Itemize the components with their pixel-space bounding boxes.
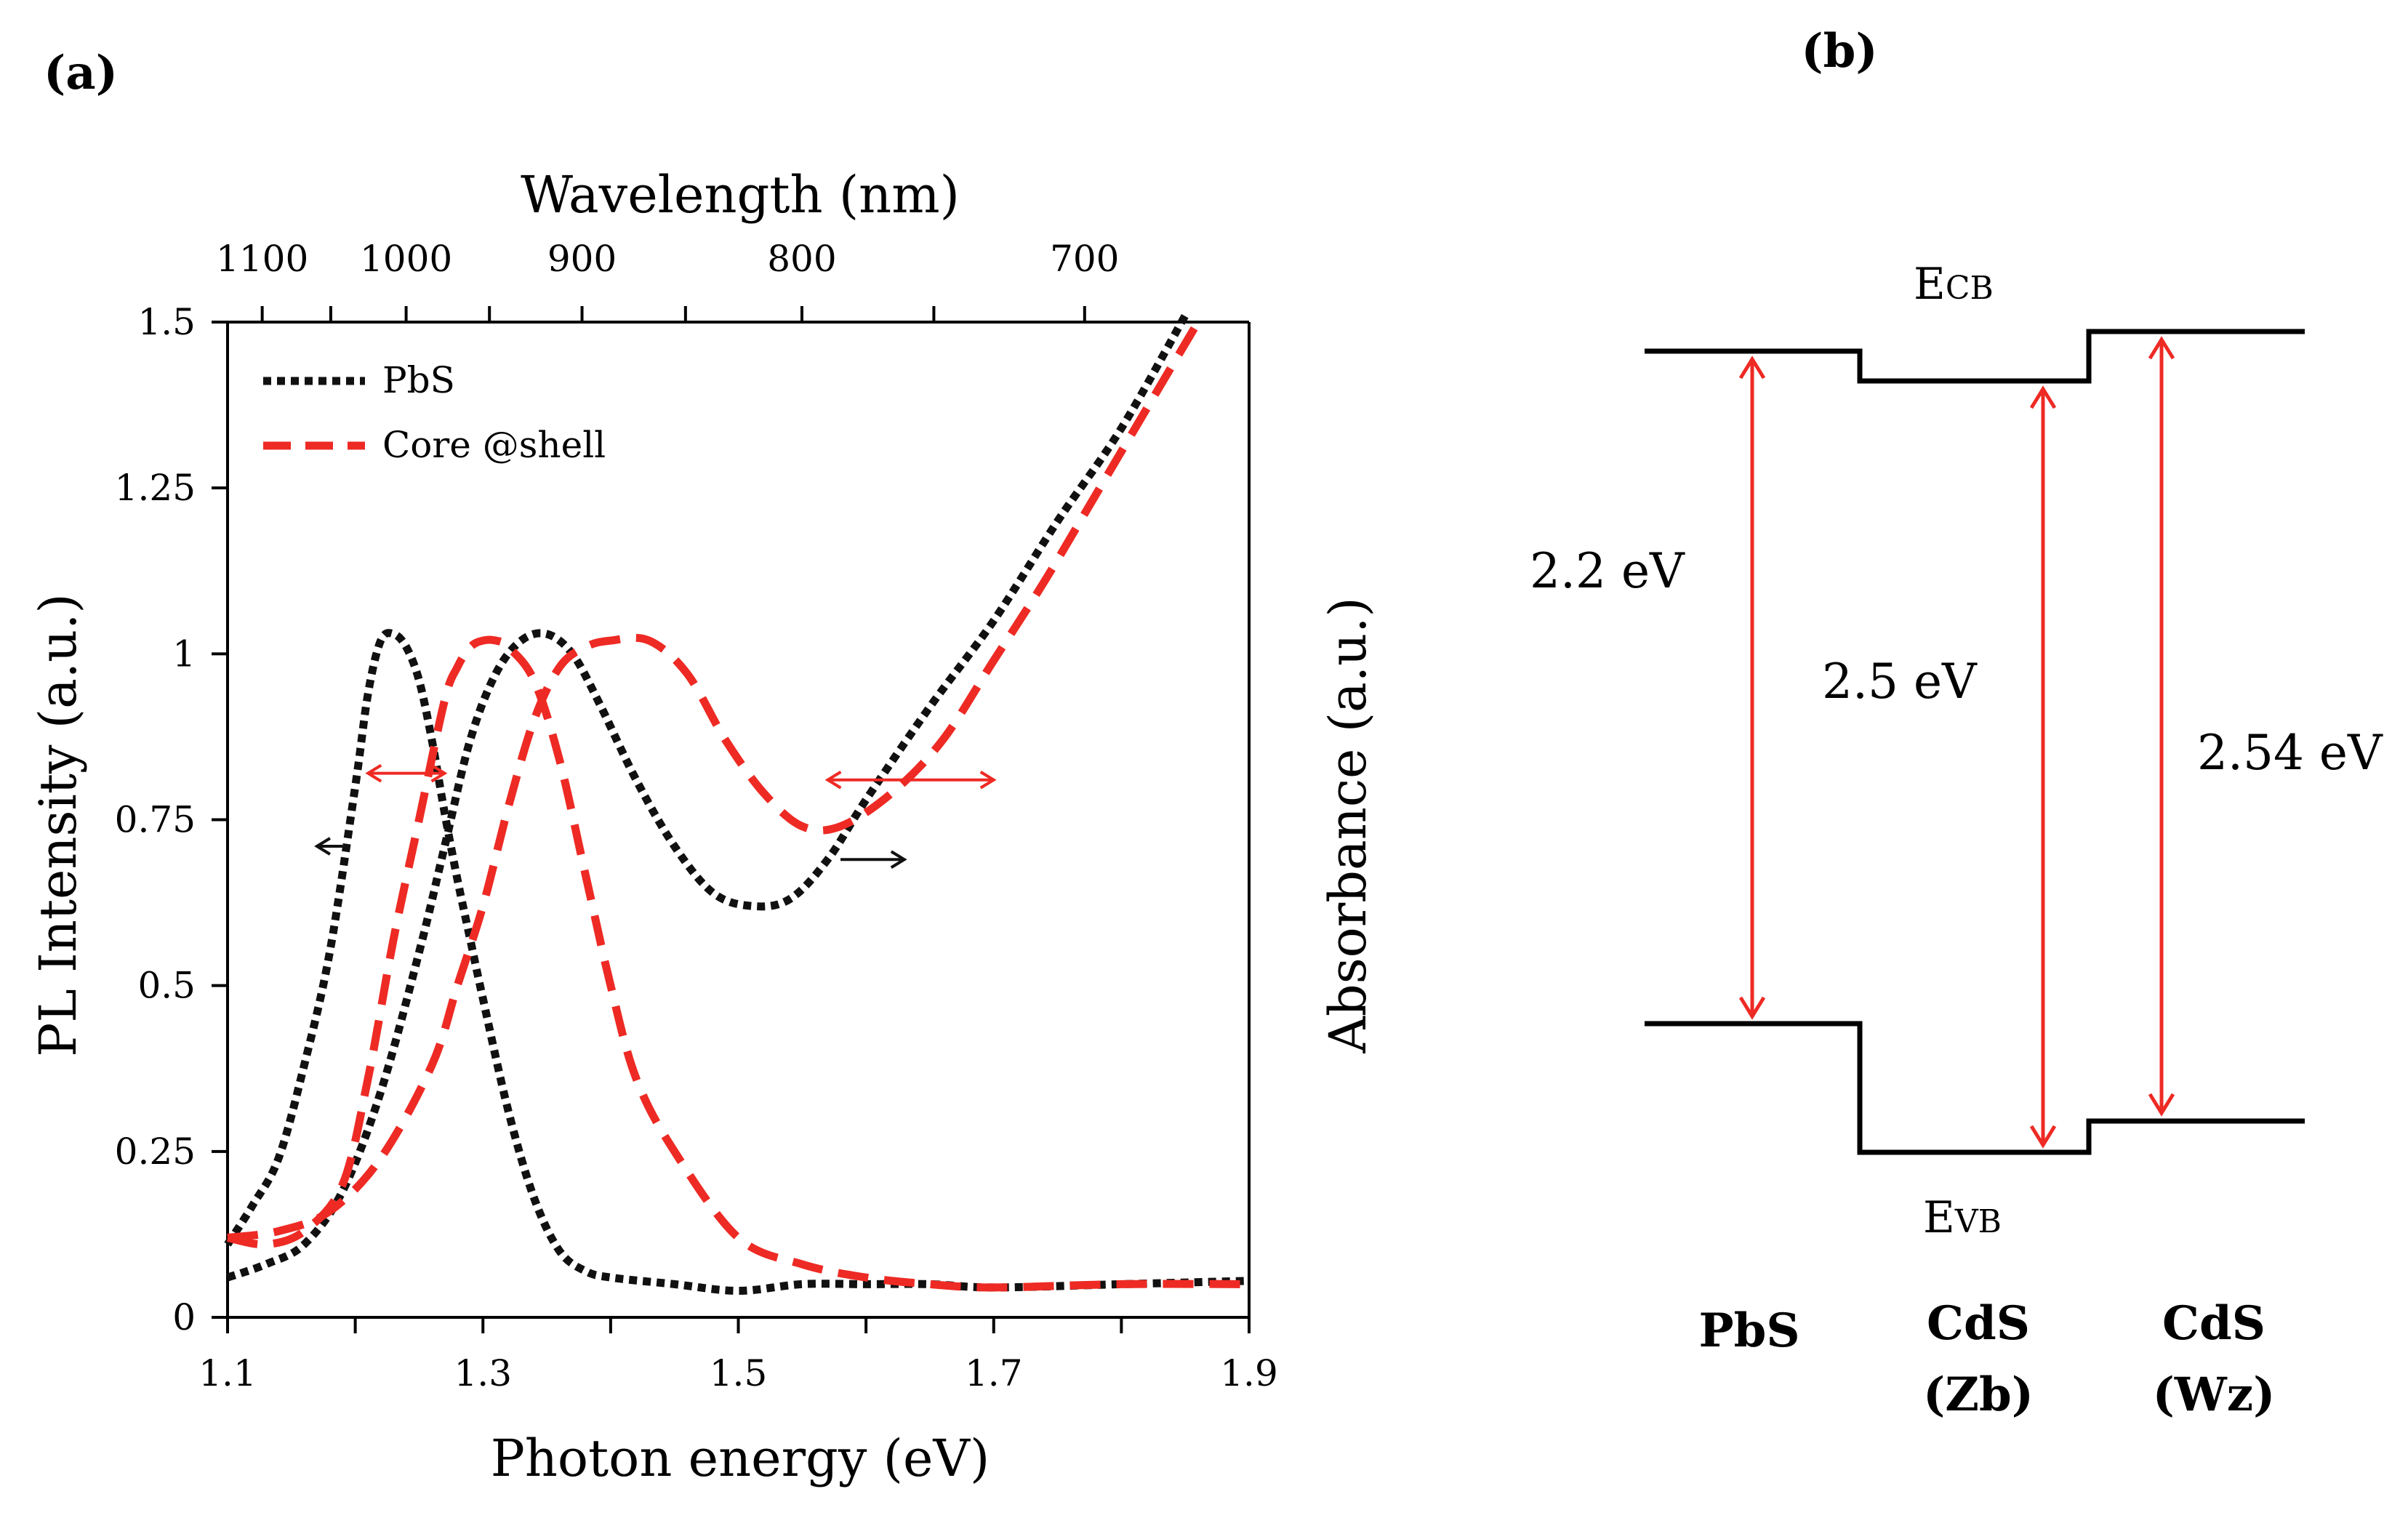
x-tick-label: 1.7: [965, 1352, 1023, 1394]
material-sub-cds-wz: (Wz): [2153, 1368, 2276, 1422]
x-axis-title: Photon energy (eV): [491, 1429, 990, 1488]
y-tick-label: 0: [172, 1296, 196, 1338]
annotation-arrow-head: [979, 771, 997, 790]
y-axis: 0 0.25 0.5 0.75 1 1.25 1.5: [115, 301, 228, 1338]
series-coreshell-pl: [226, 635, 1250, 1292]
gap-label-pbs: 2.2 eV: [1530, 543, 1685, 599]
series-layer: [224, 313, 1250, 1296]
panel-b: (b) ECB EVB 2.2 eV 2.5 eV 2.54 eV PbS Cd…: [1530, 24, 2383, 1422]
annotation-arrow-head: [430, 763, 448, 783]
gap-arrow-pbs: [1738, 356, 1766, 1020]
annotation-arrow-head: [365, 763, 382, 783]
top-tick-label: 900: [547, 238, 617, 280]
evb-label-sub: VB: [1954, 1203, 2002, 1240]
y2-axis-title: Absorbance (a.u.): [1318, 597, 1378, 1053]
top-tick-label: 1100: [216, 238, 308, 280]
annotation-arrows: [314, 763, 997, 869]
y-tick-label: 1.5: [137, 301, 196, 343]
annotation-arrow-1: [314, 837, 343, 856]
annotation-arrow-2: [840, 850, 907, 869]
annotation-arrow-head: [314, 837, 331, 856]
top-tick-label: 1000: [360, 238, 452, 280]
top-axis-title: Wavelength (nm): [521, 165, 960, 225]
annotation-arrow-head: [824, 771, 842, 790]
ecb-label-main: E: [1914, 259, 1946, 310]
top-tick-label: 800: [767, 238, 836, 280]
legend-label-pbs: PbS: [382, 359, 455, 401]
x-tick-label: 1.5: [710, 1352, 768, 1394]
material-sub-cds-zb: (Zb): [1923, 1368, 2034, 1422]
panel-a: (a) Wavelength (nm) 1100 1000 900 800 700 1.…: [28, 46, 1378, 1488]
evb-label: EVB: [1923, 1192, 2002, 1243]
x-tick-label: 1.9: [1220, 1352, 1278, 1394]
annotation-arrow-4: [824, 771, 997, 790]
top-tick-label: 700: [1050, 238, 1119, 280]
x-tick-label: 1.1: [198, 1352, 257, 1394]
ecb-label: ECB: [1914, 259, 1994, 310]
panel-a-label: (a): [44, 46, 118, 100]
legend: PbS Core @shell: [263, 359, 606, 466]
top-wavelength-axis: 1100 1000 900 800 700: [216, 238, 1120, 322]
gap-label-cds-wz: 2.54 eV: [2197, 725, 2383, 781]
x-axis: 1.1 1.3 1.5 1.7 1.9: [198, 1317, 1278, 1394]
gap-arrow-cds-wz: [2148, 336, 2175, 1117]
gap-label-cds-zb: 2.5 eV: [1822, 654, 1978, 710]
panel-b-label: (b): [1801, 24, 1877, 79]
conduction-band-edge: [1645, 329, 2305, 384]
plot-frame: [226, 321, 1251, 1319]
material-label-cds-zb: CdS: [1927, 1296, 2030, 1351]
material-label-cds-wz: CdS: [2162, 1296, 2265, 1351]
series-pbs-absorbance: [226, 313, 1189, 1282]
x-tick-label: 1.3: [454, 1352, 512, 1394]
y-axis-title: PL Intensity (a.u.): [28, 593, 88, 1056]
y-tick-label: 0.25: [115, 1131, 196, 1173]
annotation-arrow-head: [890, 850, 907, 869]
series-coreshell-absorbance: [227, 320, 1202, 1242]
y-tick-label: 1.25: [115, 467, 196, 509]
y-tick-label: 0.75: [115, 799, 196, 841]
y-tick-label: 0.5: [137, 965, 196, 1007]
legend-label-coreshell: Core @shell: [382, 424, 606, 466]
series-pbs-pl: [224, 629, 1250, 1296]
valence-band-edge: [1645, 1021, 2305, 1155]
y-tick-label: 1: [172, 633, 196, 675]
evb-label-main: E: [1923, 1192, 1955, 1243]
gap-arrow-cds-zb: [2029, 385, 2057, 1149]
annotation-arrow-3: [365, 763, 448, 783]
material-label-pbs: PbS: [1698, 1304, 1799, 1358]
ecb-label-sub: CB: [1946, 270, 1994, 307]
